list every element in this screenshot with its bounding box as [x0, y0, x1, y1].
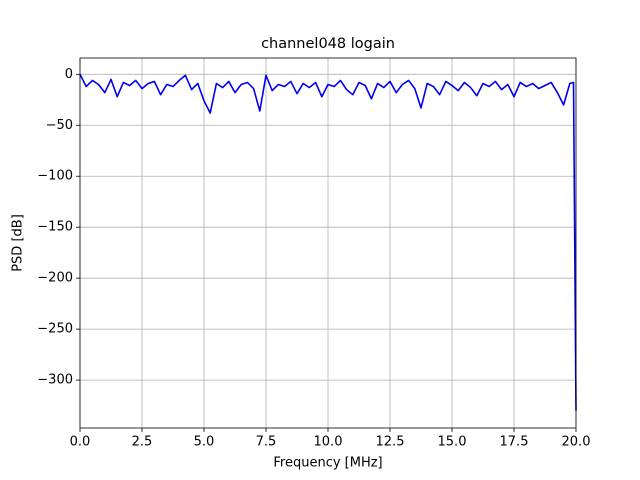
y-tick-label: −200: [37, 271, 73, 286]
y-axis-label: PSD [dB]: [11, 214, 26, 272]
x-axis-label: Frequency [MHz]: [273, 456, 382, 471]
x-tick-label: 5.0: [194, 435, 215, 450]
x-tick-label: 10.0: [314, 435, 343, 450]
chart-title: channel048 logain: [261, 36, 395, 52]
x-tick-label: 17.5: [500, 435, 529, 450]
y-tick-label: −150: [37, 220, 73, 235]
y-tick-label: −250: [37, 322, 73, 337]
y-tick-label: −300: [37, 373, 73, 388]
plot-frame: [79, 57, 577, 429]
x-tick-label: 12.5: [376, 435, 405, 450]
x-tick-label: 0.0: [70, 435, 91, 450]
y-tick-label: 0: [65, 67, 73, 82]
x-tick-label: 15.0: [438, 435, 467, 450]
y-tick-label: −50: [46, 118, 73, 133]
y-tick-label: −100: [37, 169, 73, 184]
data-line: [79, 73, 577, 411]
x-tick-label: 2.5: [132, 435, 153, 450]
x-tick-label: 20.0: [562, 435, 591, 450]
x-tick-label: 7.5: [256, 435, 277, 450]
